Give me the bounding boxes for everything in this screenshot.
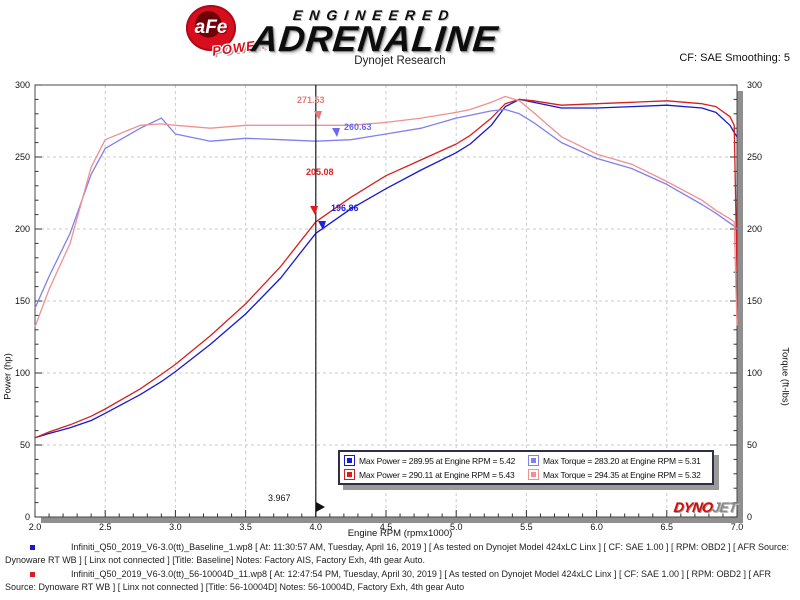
cursor-readout-torque-mod: 271.53 [297,95,325,105]
legend-box: Max Power = 289.95 at Engine RPM = 5.42 … [338,450,714,485]
y-tick-label-left: 200 [15,224,30,234]
x-tick-label: 2.0 [29,522,42,532]
legend-swatch-power-baseline-icon [344,455,355,466]
series-power-56-10004d [34,98,738,439]
series-torque-56-10004d [34,95,738,328]
cursor-axis-marker-icon [316,502,325,512]
afe-badge-text: aFe [194,17,228,38]
cursor-flag-power-baseline-icon [318,221,326,230]
y-tick-label-right: 100 [747,368,762,378]
x-tick-label: 3.0 [169,522,182,532]
dynojet-logo-dyno: DYNO [672,499,714,515]
legend-label: Max Torque = 283.20 at Engine RPM = 5.31 [543,455,701,466]
cursor-rpm-value: 3.967 [268,493,291,503]
y-tick-label-right: 0 [747,512,752,522]
afe-power-logo-icon: aFe [186,5,236,51]
legend-label: Max Power = 290.11 at Engine RPM = 5.43 [359,469,515,480]
report-title: Dynojet Research [354,55,446,67]
run-bullet-mod-icon [30,572,35,577]
x-tick-label: 5.0 [450,522,463,532]
y-axis-title-torque: Torque (ft-lbs) [779,347,791,406]
cursor-readout-torque-baseline: 260.63 [344,122,372,132]
run-annotation-baseline: Infiniti_Q50_2019_V6-3.0(tt)_Baseline_1.… [5,541,796,567]
dyno-chart[interactable]: 2.0 2.5 3.0 3.5 4.0 4.5 5.0 5.5 6.0 6.5 7.0 0 0 50 50 1… [0,75,800,545]
x-tick-label: 6.0 [590,522,603,532]
cursor-flag-power-mod-icon [310,206,318,215]
brand-adrenaline-text: ADRENALINE [249,18,501,59]
x-tick-label: 6.5 [661,522,674,532]
x-tick-label: 2.5 [99,522,112,532]
y-tick-label-left: 50 [20,440,30,450]
cursor-flag-torque-mod-icon [314,111,322,120]
x-tick-label: 7.0 [731,522,744,532]
y-tick-label-left: 100 [15,368,30,378]
cursor-readout-power-baseline: 196.86 [331,203,359,213]
legend-entry-max-power-mod: Max Power = 290.11 at Engine RPM = 5.43 [344,469,524,480]
series-torque-baseline [34,108,738,309]
x-tick-label: 3.5 [239,522,252,532]
y-tick-label-right: 300 [747,80,762,90]
run-annotation-text: Infiniti_Q50_2019_V6-3.0(tt)_56-10004D_1… [5,569,772,592]
smoothing-status: CF: SAE Smoothing: 5 [679,52,790,64]
cursor-flag-torque-baseline-icon [332,128,340,137]
y-tick-label-right: 150 [747,296,762,306]
y-axis-title-power: Power (hp) [2,353,14,400]
y-tick-label-right: 200 [747,224,762,234]
legend-entry-max-torque-mod: Max Torque = 294.35 at Engine RPM = 5.32 [528,469,708,480]
y-tick-label-left: 300 [15,80,30,90]
run-annotation-text: Infiniti_Q50_2019_V6-3.0(tt)_Baseline_1.… [5,542,790,565]
legend-entry-max-power-baseline: Max Power = 289.95 at Engine RPM = 5.42 [344,455,524,466]
run-bullet-baseline-icon [30,545,35,550]
x-tick-label: 4.5 [380,522,393,532]
y-tick-label-left: 250 [15,152,30,162]
x-tick-label: 4.0 [310,522,323,532]
y-tick-label-left: 150 [15,296,30,306]
cursor-readout-power-mod: 205.08 [306,167,334,177]
plot-canvas[interactable]: 2.0 2.5 3.0 3.5 4.0 4.5 5.0 5.5 6.0 6.5 7.00 050 501… [0,75,800,545]
legend-swatch-power-mod-icon [344,469,355,480]
y-tick-label-right: 250 [747,152,762,162]
legend-label: Max Power = 289.95 at Engine RPM = 5.42 [359,455,516,466]
x-axis-title: Engine RPM (rpmx1000) [347,528,453,539]
y-tick-label-right: 50 [747,440,757,450]
legend-entry-max-torque-baseline: Max Torque = 283.20 at Engine RPM = 5.31 [528,455,708,466]
series-power-baseline [34,98,738,439]
dynojet-logo-jet: JET [711,499,738,515]
dynojet-logo: DYNOJET [673,499,738,515]
run-annotation-mod: Infiniti_Q50_2019_V6-3.0(tt)_56-10004D_1… [5,568,796,594]
x-tick-label: 5.5 [520,522,533,532]
legend-swatch-torque-baseline-icon [528,455,539,466]
legend-swatch-torque-mod-icon [528,469,539,480]
legend-label: Max Torque = 294.35 at Engine RPM = 5.32 [543,469,701,480]
y-tick-label-left: 0 [25,512,30,522]
